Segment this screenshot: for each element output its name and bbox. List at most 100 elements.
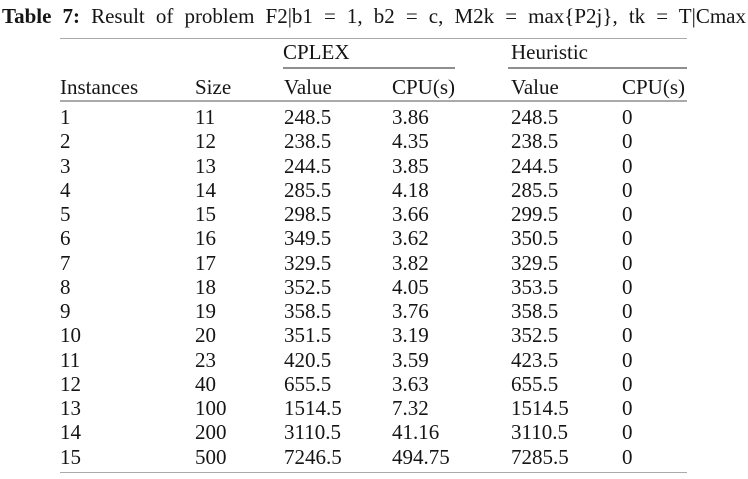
table-caption-text: Result of problem F2|b1 = 1, b2 = c, M2k… (91, 4, 746, 28)
cell-size: 500 (195, 444, 227, 469)
cell-cplex-value: 248.5 (284, 105, 332, 129)
cell-instance: 15 (60, 444, 81, 469)
cell-instance: 11 (60, 347, 81, 372)
table-row: 1 11 248.5 3.86 248.5 0 (60, 105, 687, 129)
cell-cplex-cpu: 3.76 (392, 299, 429, 323)
cell-cplex-value: 420.5 (284, 347, 332, 372)
cell-heuristic-cpu: 0 (622, 444, 633, 469)
header-cplex-value: Value (284, 75, 332, 99)
cell-instance: 1 (60, 105, 71, 129)
cell-cplex-cpu: 3.66 (392, 202, 429, 226)
cell-cplex-cpu: 4.05 (392, 274, 429, 299)
cell-size: 18 (195, 274, 216, 299)
cell-heuristic-cpu: 0 (622, 177, 633, 202)
cell-cplex-cpu: 3.59 (392, 347, 429, 372)
cell-cplex-cpu: 3.82 (392, 250, 429, 275)
cell-size: 12 (195, 129, 216, 154)
cell-cplex-cpu: 41.16 (392, 420, 440, 445)
cell-size: 15 (195, 202, 216, 226)
heuristic-group-rule (508, 67, 687, 69)
cell-cplex-value: 1514.5 (284, 396, 342, 420)
cell-cplex-cpu: 3.19 (392, 323, 429, 348)
header-heuristic-value: Value (511, 75, 559, 99)
table-bottom-rule (60, 471, 687, 474)
cell-heuristic-cpu: 0 (622, 129, 633, 154)
header-cplex-cpu: CPU(s) (392, 75, 456, 99)
cell-heuristic-cpu: 0 (622, 420, 633, 445)
cell-heuristic-value: 238.5 (511, 129, 559, 154)
cell-size: 100 (195, 396, 227, 420)
cell-size: 13 (195, 153, 216, 178)
cell-heuristic-value: 244.5 (511, 153, 559, 178)
cell-heuristic-value: 423.5 (511, 347, 559, 372)
cell-size: 40 (195, 371, 216, 396)
cell-instance: 4 (60, 177, 71, 202)
table-caption: Table 7: Result of problem F2|b1 = 1, b2… (2, 3, 746, 29)
cell-instance: 10 (60, 323, 81, 348)
cell-heuristic-value: 299.5 (511, 202, 559, 226)
cell-heuristic-value: 3110.5 (511, 420, 568, 445)
table-row: 4 14 285.5 4.18 285.5 0 (60, 178, 687, 202)
cell-cplex-value: 352.5 (284, 274, 332, 299)
cell-cplex-value: 238.5 (284, 129, 332, 154)
cell-instance: 14 (60, 420, 81, 445)
cell-cplex-value: 358.5 (284, 299, 332, 323)
cell-cplex-cpu: 494.75 (392, 444, 450, 469)
table-header-row: Instances Size Value CPU(s) Value CPU(s) (60, 75, 687, 99)
cell-instance: 5 (60, 202, 71, 226)
cell-instance: 7 (60, 250, 71, 275)
header-instances: Instances (60, 75, 139, 99)
column-group-heuristic: Heuristic (511, 40, 588, 64)
table-row: 9 19 358.5 3.76 358.5 0 (60, 299, 687, 323)
cell-instance: 2 (60, 129, 71, 154)
cell-size: 14 (195, 177, 216, 202)
table-row: 13 100 1514.5 7.32 1514.5 0 (60, 396, 687, 420)
cell-heuristic-cpu: 0 (622, 347, 633, 372)
table-row: 12 40 655.5 3.63 655.5 0 (60, 372, 687, 396)
cell-cplex-value: 285.5 (284, 177, 332, 202)
cell-size: 20 (195, 323, 216, 348)
header-heuristic-cpu: CPU(s) (622, 75, 686, 99)
cell-size: 16 (195, 226, 216, 251)
cell-heuristic-cpu: 0 (622, 250, 633, 275)
cell-cplex-cpu: 3.86 (392, 105, 429, 129)
cell-size: 23 (195, 347, 216, 372)
cell-cplex-cpu: 4.18 (392, 177, 429, 202)
table-row: 5 15 298.5 3.66 299.5 0 (60, 202, 687, 226)
table-row: 6 16 349.5 3.62 350.5 0 (60, 226, 687, 250)
cell-cplex-value: 7246.5 (284, 444, 342, 469)
cell-heuristic-cpu: 0 (622, 396, 633, 420)
cell-instance: 9 (60, 299, 71, 323)
cell-cplex-cpu: 3.85 (392, 153, 429, 178)
cplex-group-rule (283, 67, 455, 69)
cell-size: 17 (195, 250, 216, 275)
cell-instance: 6 (60, 226, 71, 251)
header-size: Size (195, 75, 232, 99)
cell-cplex-value: 349.5 (284, 226, 332, 251)
header-bottom-rule (60, 100, 687, 102)
cell-heuristic-cpu: 0 (622, 202, 633, 226)
cell-cplex-cpu: 7.32 (392, 396, 429, 420)
table-row: 15 500 7246.5 494.75 7285.5 0 (60, 445, 687, 469)
cell-heuristic-value: 7285.5 (511, 444, 569, 469)
cell-heuristic-cpu: 0 (622, 105, 633, 129)
cell-cplex-value: 351.5 (284, 323, 332, 348)
table-row: 3 13 244.5 3.85 244.5 0 (60, 154, 687, 178)
cell-heuristic-cpu: 0 (622, 274, 633, 299)
cell-cplex-cpu: 3.63 (392, 371, 429, 396)
table-row: 8 18 352.5 4.05 353.5 0 (60, 275, 687, 299)
cell-heuristic-value: 248.5 (511, 105, 559, 129)
cell-heuristic-value: 350.5 (511, 226, 559, 251)
cell-instance: 3 (60, 153, 71, 178)
cell-cplex-value: 244.5 (284, 153, 332, 178)
table-row: 2 12 238.5 4.35 238.5 0 (60, 129, 687, 153)
cell-heuristic-value: 285.5 (511, 177, 559, 202)
table-row: 7 17 329.5 3.82 329.5 0 (60, 251, 687, 275)
cell-cplex-value: 3110.5 (284, 420, 341, 445)
cell-cplex-value: 655.5 (284, 371, 332, 396)
table-row: 11 23 420.5 3.59 423.5 0 (60, 348, 687, 372)
column-group-cplex: CPLEX (283, 40, 350, 64)
cell-size: 11 (195, 105, 216, 129)
